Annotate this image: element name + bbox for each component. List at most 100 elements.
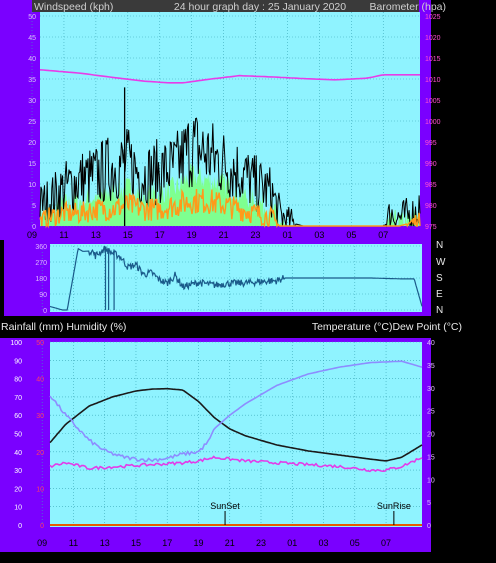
wind-x-tick-label: 01	[282, 230, 292, 240]
direction-tick-label: 0	[43, 308, 47, 315]
temp-series	[49, 360, 423, 526]
compass-label-n: N	[436, 305, 443, 316]
dew_point-line	[49, 360, 423, 463]
humidity-tick-label: 100	[10, 340, 22, 347]
wind-tick-label: 5	[32, 203, 36, 210]
wind-x-tick-label: 05	[346, 230, 356, 240]
barometer-tick-label: 1005	[425, 98, 441, 105]
temp-x-tick-label: 17	[162, 538, 172, 548]
barometer-tick-label: 1015	[425, 56, 441, 63]
temperature-tick-label: 40	[427, 340, 435, 347]
wind-tick-label: 50	[28, 14, 36, 21]
wind-axis-label: Windspeed (kph)	[34, 1, 113, 13]
barometer-tick-label: 1025	[425, 14, 441, 21]
temperature-tick-label: 10	[427, 477, 435, 484]
wind-speed-line	[39, 188, 421, 229]
wind-tick-label: 15	[28, 161, 36, 168]
wind-x-tick-label: 21	[219, 230, 229, 240]
barometer-line	[39, 69, 420, 84]
temp-x-ticks: 11 13 15 17 19 21 23 01 03 05 07 09	[37, 538, 391, 548]
temp-x-tick-label: 11	[69, 538, 78, 548]
wind-tick-label: 40	[28, 56, 36, 63]
wind-x-tick-label: 07	[378, 230, 388, 240]
temp-grid	[41, 341, 422, 526]
temperature-tick-label: 15	[427, 454, 435, 461]
rain-humidity-axis-label: Rainfall (mm) Humidity (%)	[1, 321, 126, 333]
wind-tick-label: 20	[28, 140, 36, 147]
temperature-line	[49, 387, 423, 462]
temp-x-tick-label: 19	[193, 538, 203, 548]
compass-label-w: W	[436, 257, 446, 268]
temp-x-tick-label: 23	[256, 538, 266, 548]
barometer-tick-label: 1000	[425, 119, 441, 126]
barometer-tick-label: 975	[425, 224, 437, 231]
wind-x-tick-label: 09	[27, 230, 37, 240]
barometer-axis-label: Barometer (hpa)	[370, 1, 446, 13]
temperature-tick-label: 20	[427, 432, 435, 439]
wind-tick-label: 45	[28, 35, 36, 42]
direction-series	[49, 245, 423, 311]
rainfall-ticks: 0 10 20 30 40 50	[36, 340, 44, 530]
temp-x-tick-label: 01	[287, 538, 297, 548]
wind-series	[39, 87, 421, 229]
temperature-ticks: 0 5 10 15 20 25 30 35 40	[427, 340, 435, 530]
wind-x-tick-label: 03	[314, 230, 324, 240]
compass-label-s: S	[436, 273, 443, 284]
wind-chart-title: 24 hour graph day : 25 January 2020	[174, 1, 346, 13]
compass-label-n: N	[436, 240, 443, 251]
sun-annotations: SunSet SunRise	[210, 501, 411, 525]
direction-left-ticks: 0 90 180 270 360	[35, 244, 47, 315]
wind-panel-header	[32, 0, 419, 12]
wind-tick-label: 10	[28, 182, 36, 189]
humidity-ticks: 0 10 20 30 40 50 60 70 80 90 100	[10, 340, 22, 530]
wind-x-tick-label: 15	[123, 230, 133, 240]
humidity-tick-label: 70	[14, 395, 22, 402]
wind-tick-label: 0	[32, 224, 36, 231]
wind-x-tick-label: 13	[91, 230, 101, 240]
direction-tick-label: 180	[35, 276, 47, 283]
wind-x-ticks: 11 13 15 17 19 21 23 01 03 05 07 09	[27, 230, 388, 240]
humidity-tick-label: 30	[14, 468, 22, 475]
wind-tick-label: 35	[28, 77, 36, 84]
temp-x-tick-label: 15	[131, 538, 141, 548]
temperature-tick-label: 0	[427, 523, 431, 530]
compass-label-e: E	[436, 289, 443, 300]
humidity-tick-label: 80	[14, 377, 22, 384]
barometer-tick-label: 1010	[425, 77, 441, 84]
barometer-tick-label: 995	[425, 140, 437, 147]
temperature-tick-label: 30	[427, 386, 435, 393]
rainfall-tick-label: 30	[36, 413, 44, 420]
direction-tick-label: 360	[35, 244, 47, 251]
temp-plot-area	[50, 342, 422, 527]
barometer-tick-label: 980	[425, 203, 437, 210]
temperature-tick-label: 25	[427, 409, 435, 416]
rainfall-tick-label: 50	[36, 340, 44, 347]
barometer-series	[39, 69, 420, 84]
barometer-tick-label: 985	[425, 182, 437, 189]
rainfall-tick-label: 0	[40, 523, 44, 530]
temperature-tick-label: 5	[427, 500, 431, 507]
humidity-tick-label: 60	[14, 413, 22, 420]
wind-tick-label: 25	[28, 119, 36, 126]
direction-tick-label: 270	[35, 260, 47, 267]
temperature-tick-label: 35	[427, 363, 435, 370]
barometer-tick-label: 990	[425, 161, 437, 168]
temp-x-tick-label: 03	[319, 538, 329, 548]
humidity-tick-label: 10	[14, 505, 22, 512]
temp-dew-axis-label: Temperature (°C)Dew Point (°C)	[312, 321, 462, 333]
rainfall-tick-label: 20	[36, 450, 44, 457]
wind-x-tick-label: 23	[251, 230, 261, 240]
rainfall-tick-label: 40	[36, 377, 44, 384]
barometer-right-ticks: 975 980 985 990 995 1000 1005 1010 1015 1020 1025	[425, 14, 441, 231]
humidity-line	[49, 455, 423, 473]
temp-x-tick-label: 05	[350, 538, 360, 548]
rainfall-tick-label: 10	[36, 486, 44, 493]
direction-line	[49, 245, 423, 311]
wind-tick-label: 30	[28, 98, 36, 105]
temp-x-tick-label: 21	[225, 538, 235, 548]
wind-x-tick-label: 19	[187, 230, 197, 240]
direction-grid	[41, 245, 422, 311]
